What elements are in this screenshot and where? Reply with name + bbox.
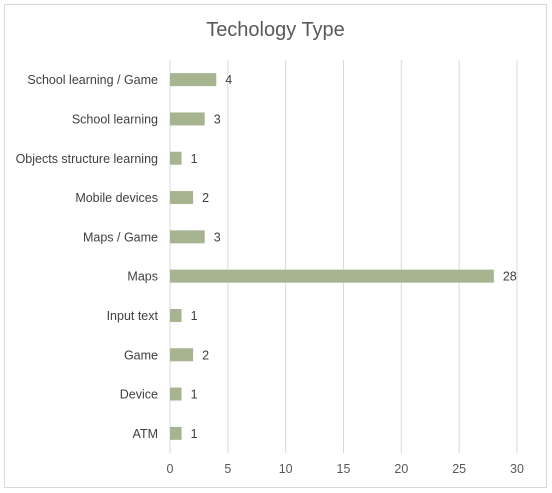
x-tick-label: 5 xyxy=(224,462,231,476)
bar xyxy=(170,426,182,440)
data-label: 1 xyxy=(191,309,198,323)
x-tick-label: 30 xyxy=(510,462,524,476)
category-label: Game xyxy=(124,348,158,362)
data-label: 4 xyxy=(225,73,232,87)
bar xyxy=(170,269,494,283)
data-label: 3 xyxy=(214,230,221,244)
x-tick-label: 20 xyxy=(394,462,408,476)
bar xyxy=(170,308,182,322)
data-label: 28 xyxy=(503,270,517,284)
bar xyxy=(170,230,205,244)
bar xyxy=(170,387,182,401)
data-label: 1 xyxy=(191,388,198,402)
x-tick-label: 15 xyxy=(337,462,351,476)
bar xyxy=(170,73,217,87)
bar xyxy=(170,348,194,362)
x-tick-label: 0 xyxy=(167,462,174,476)
bar xyxy=(170,112,205,126)
category-label: ATM xyxy=(133,427,158,441)
category-label: Input text xyxy=(107,309,159,323)
category-label: School learning / Game xyxy=(27,73,158,87)
data-label: 1 xyxy=(191,427,198,441)
data-label: 2 xyxy=(202,191,209,205)
category-label: Mobile devices xyxy=(75,191,158,205)
category-label: Maps xyxy=(127,270,158,284)
chart-title: Techology Type xyxy=(206,19,345,41)
category-label: Maps / Game xyxy=(83,230,158,244)
bar xyxy=(170,191,194,205)
x-tick-label: 10 xyxy=(279,462,293,476)
chart-frame: Techology Type xyxy=(4,4,547,488)
data-label: 3 xyxy=(214,112,221,126)
category-label: School learning xyxy=(72,112,158,126)
category-label: Device xyxy=(120,388,158,402)
data-label: 2 xyxy=(202,348,209,362)
bar xyxy=(170,151,182,165)
category-label: Objects structure learning xyxy=(16,152,158,166)
data-label: 1 xyxy=(191,152,198,166)
x-tick-label: 25 xyxy=(452,462,466,476)
